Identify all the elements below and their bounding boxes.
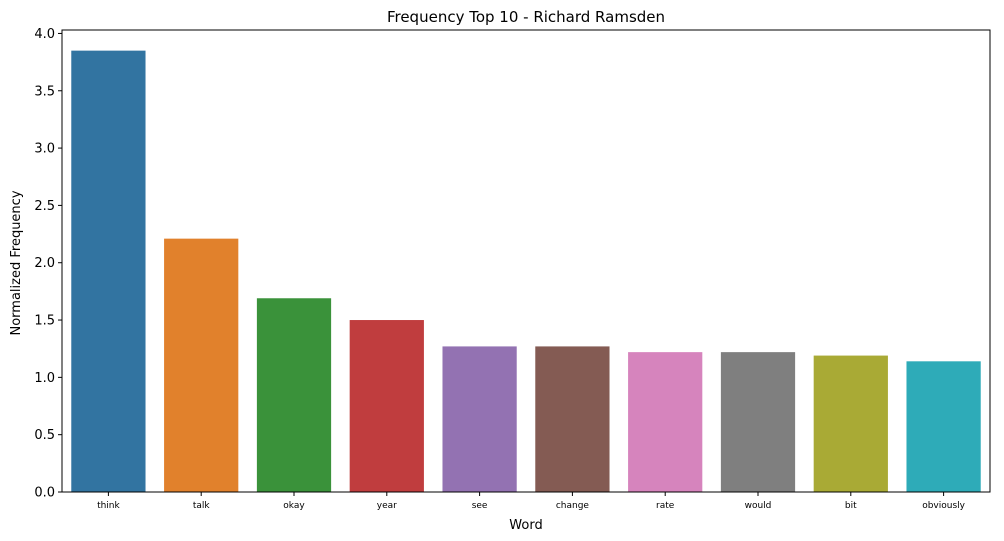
- bar-see: [442, 346, 517, 492]
- y-axis-title: Normalized Frequency: [9, 190, 24, 335]
- x-tick-label-year: year: [377, 501, 397, 511]
- bar-year: [349, 320, 424, 492]
- bar-rate: [628, 352, 703, 492]
- x-tick-label-see: see: [472, 501, 488, 511]
- bar-would: [720, 352, 796, 492]
- x-tick-label-talk: talk: [193, 501, 211, 511]
- y-tick-label: 0.0: [34, 486, 55, 501]
- bar-talk: [164, 238, 239, 492]
- x-tick-label-think: think: [97, 501, 120, 511]
- x-tick-label-bit: bit: [845, 501, 857, 511]
- bar-okay: [256, 298, 332, 492]
- x-tick-label-okay: okay: [283, 501, 305, 511]
- x-tick-label-change: change: [556, 501, 590, 511]
- x-axis-title: Word: [509, 518, 542, 533]
- bar-obviously: [906, 361, 981, 492]
- x-tick-label-obviously: obviously: [922, 501, 965, 511]
- y-tick-label: 4.0: [34, 27, 55, 42]
- x-tick-label-would: would: [745, 501, 772, 511]
- y-tick-label: 1.0: [34, 371, 55, 386]
- chart-title: Frequency Top 10 - Richard Ramsden: [387, 8, 665, 26]
- y-tick-label: 2.0: [34, 256, 55, 271]
- y-tick-label: 1.5: [34, 314, 55, 329]
- y-tick-label: 2.5: [34, 199, 55, 214]
- y-tick-label: 0.5: [34, 428, 55, 443]
- y-tick-label: 3.0: [34, 142, 55, 157]
- y-tick-label: 3.5: [34, 84, 55, 99]
- plot-area: 0.0 0.5 1.0 1.5 2.0 2.5 3.0 3.5 4.0 think talk okay…: [34, 27, 991, 511]
- bar-bit: [813, 355, 888, 492]
- bar-think: [71, 50, 146, 492]
- bar-change: [535, 346, 610, 492]
- plot-frame: [61, 29, 991, 493]
- x-tick-label-rate: rate: [656, 501, 675, 511]
